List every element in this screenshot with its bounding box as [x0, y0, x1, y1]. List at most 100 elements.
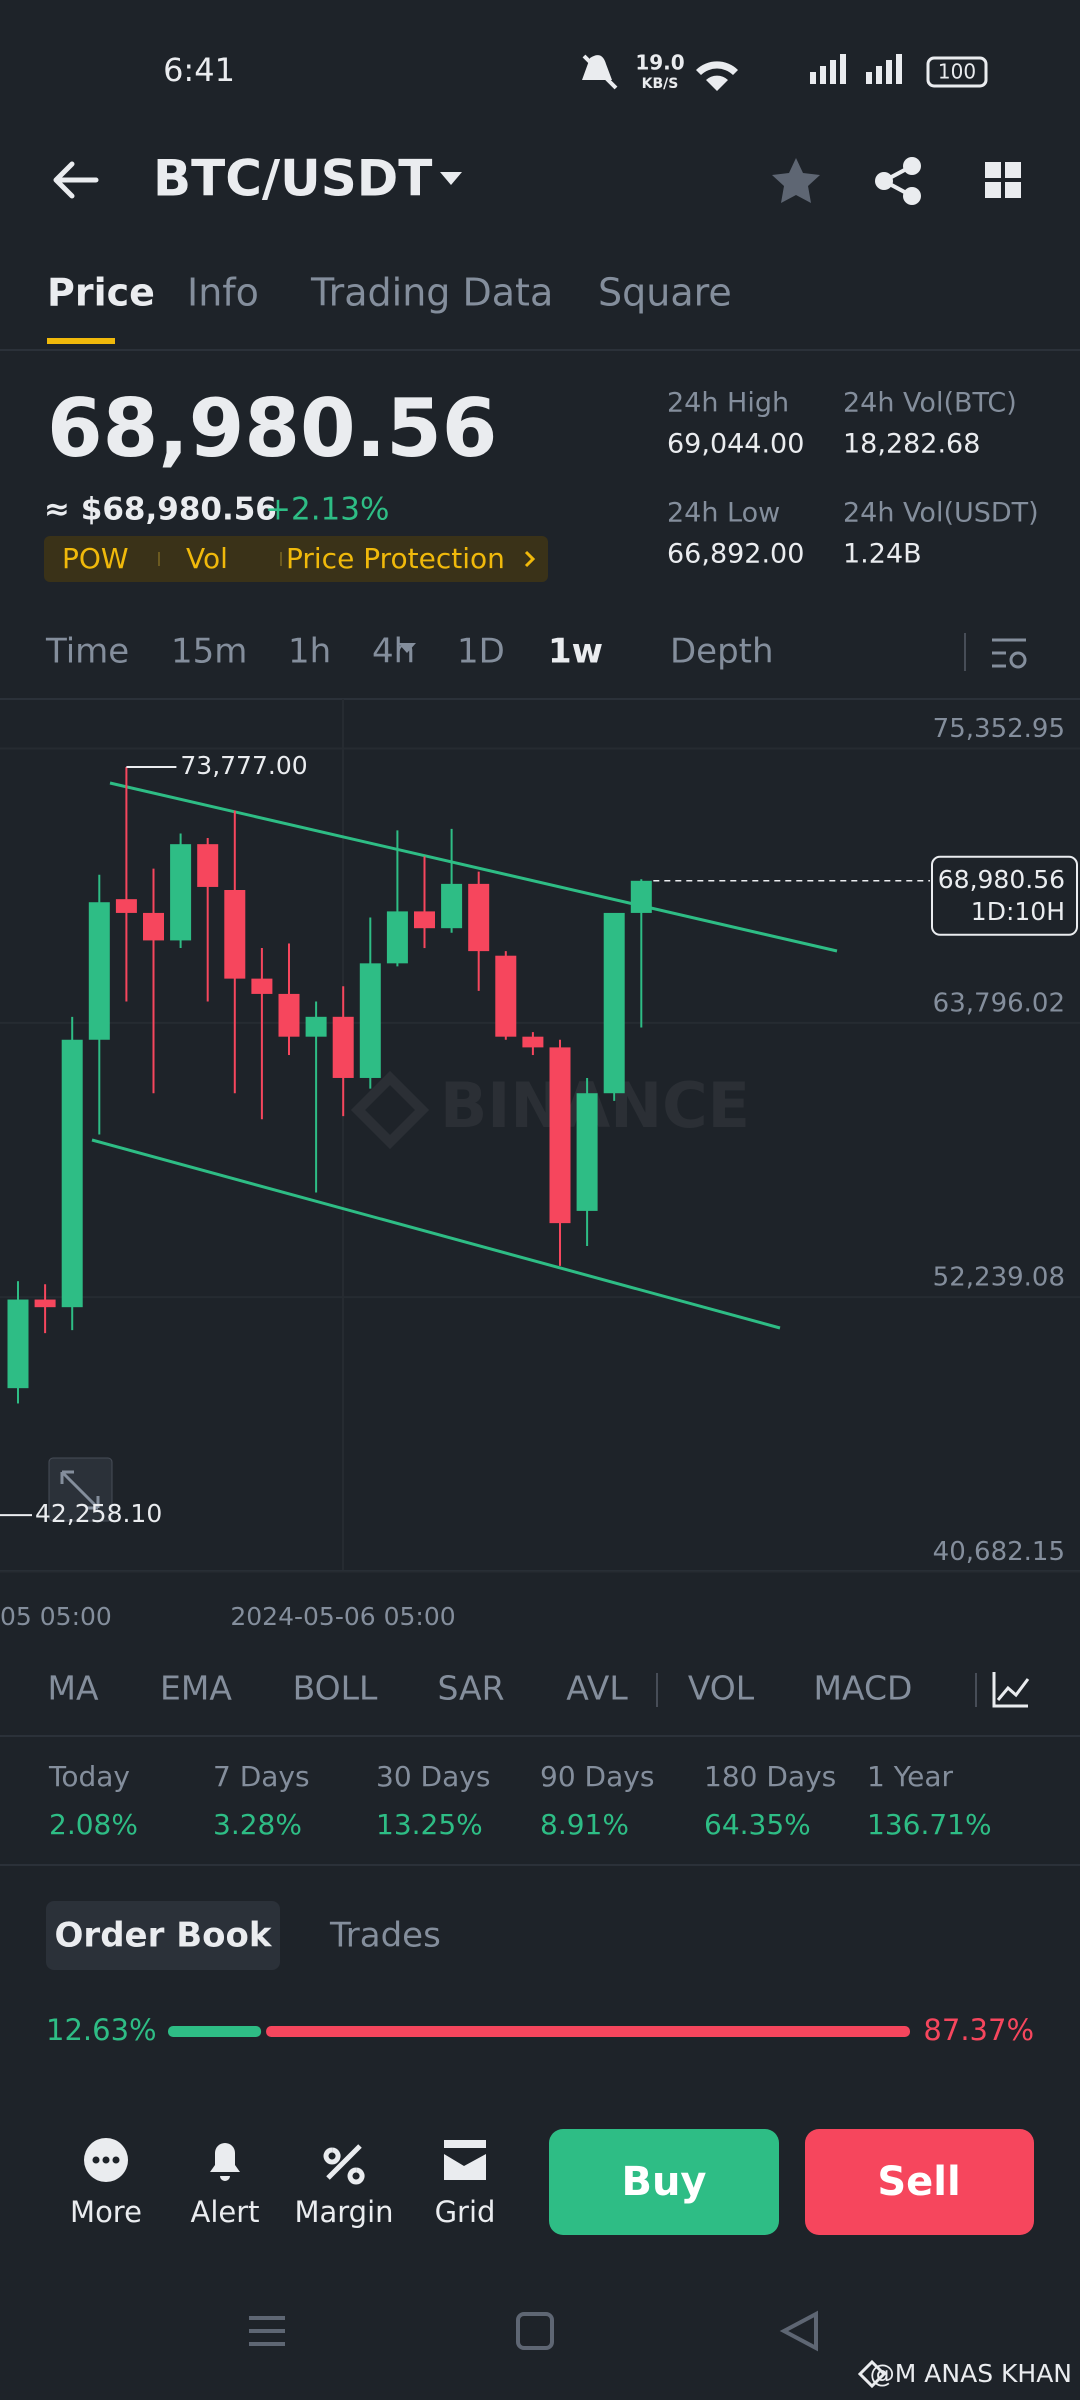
tag[interactable]: Vol	[186, 542, 228, 575]
tab-indicator	[47, 338, 115, 344]
tag[interactable]: Price Protection	[286, 542, 505, 575]
signal-bar	[830, 60, 836, 84]
candle-body	[143, 912, 164, 941]
chart-settings-button[interactable]	[992, 638, 1027, 669]
favorite-button[interactable]	[772, 158, 820, 203]
pair-dropdown[interactable]	[440, 172, 462, 185]
indicator[interactable]: MA	[47, 1669, 98, 1708]
candle-body	[278, 993, 300, 1037]
y-tick-label: 75,352.95	[933, 714, 1065, 744]
candle-body	[522, 1036, 544, 1048]
battery-level: 100	[938, 60, 976, 84]
nav-recent[interactable]	[249, 2316, 285, 2346]
stat-value: 18,282.68	[843, 429, 980, 460]
indicator[interactable]: VOL	[688, 1669, 755, 1708]
dot	[102, 2156, 110, 2164]
nav-bar	[249, 2310, 818, 2352]
wifi-icon	[696, 61, 738, 91]
trend-line	[109, 781, 838, 953]
share-button[interactable]	[875, 157, 921, 205]
toolbar-icons	[84, 2138, 486, 2185]
stat-value: 1.24B	[843, 539, 922, 570]
candle-body	[332, 1016, 354, 1078]
candle-body	[603, 912, 625, 1094]
x-tick-label: 2024-05-06 05:00	[230, 1602, 455, 1631]
interval[interactable]: 4h	[372, 632, 415, 672]
battery-frame	[926, 56, 988, 88]
sell-button[interactable]	[805, 2129, 1034, 2235]
tag-separator	[158, 552, 160, 566]
interval[interactable]: Time	[45, 632, 129, 672]
pair-title[interactable]: BTC/USDT	[153, 150, 432, 208]
menu-square	[1005, 162, 1021, 178]
divider	[0, 1735, 1080, 1737]
indicator[interactable]: MACD	[814, 1669, 913, 1708]
signal-bar	[876, 66, 882, 84]
tab[interactable]: Trading Data	[310, 271, 553, 315]
nav-back[interactable]	[779, 2310, 818, 2352]
interval[interactable]: 1h	[288, 632, 331, 672]
order-book-tab[interactable]: Order Book	[55, 1916, 273, 1956]
tag-chevron[interactable]	[524, 550, 536, 568]
tab[interactable]: Info	[187, 271, 259, 315]
sell-label[interactable]: Sell	[877, 2159, 960, 2205]
fiat-price: ≈ $68,980.56	[44, 492, 277, 528]
buy-label[interactable]: Buy	[621, 2159, 706, 2205]
last-price-box	[931, 855, 1078, 936]
separator	[656, 1673, 658, 1707]
low-marker-label: 42,258.10	[35, 1499, 162, 1528]
interval[interactable]: 1D	[457, 632, 505, 672]
period-change: 64.35%	[704, 1808, 811, 1841]
credit: @M ANAS KHAN	[870, 2359, 1072, 2388]
dot	[92, 2156, 100, 2164]
price-change: +2.13%	[265, 492, 389, 528]
settings-gear	[1009, 651, 1027, 669]
toolbar-label[interactable]: More	[70, 2195, 142, 2229]
indicator[interactable]: BOLL	[293, 1669, 378, 1708]
menu-square	[985, 162, 1001, 178]
candle-body	[34, 1299, 56, 1308]
toolbar-label[interactable]: Alert	[190, 2195, 259, 2229]
expand-arrows	[60, 1470, 100, 1510]
y-tick-label: 52,239.08	[933, 1263, 1065, 1293]
tab[interactable]: Price	[47, 271, 155, 315]
share-lines	[879, 164, 913, 198]
indicator[interactable]: EMA	[160, 1669, 232, 1708]
stat-value: 69,044.00	[667, 429, 804, 460]
toolbar-label[interactable]: Grid	[435, 2195, 496, 2229]
signal-bar	[810, 72, 816, 84]
period-label: 30 Days	[376, 1760, 490, 1793]
signal-bar	[896, 54, 902, 84]
indicator[interactable]: AVL	[566, 1669, 628, 1708]
interval[interactable]: 1w	[548, 632, 603, 672]
interval-dropdown[interactable]	[398, 643, 416, 653]
settings-lines	[992, 638, 1026, 668]
interval[interactable]: Depth	[670, 632, 774, 672]
candle-body	[251, 978, 273, 994]
back-button[interactable]	[53, 161, 99, 199]
candle-body	[7, 1299, 29, 1389]
period-label: Today	[48, 1760, 130, 1793]
grid-icon	[444, 2140, 486, 2180]
toolbar-label[interactable]: Margin	[294, 2195, 393, 2229]
indicator-settings-button[interactable]	[992, 1672, 1030, 1708]
high-marker-label: 73,777.00	[180, 751, 307, 780]
status-icons	[582, 54, 988, 91]
interval[interactable]: 15m	[171, 632, 247, 672]
last-price-label: 68,980.56	[938, 865, 1065, 894]
tag[interactable]: POW	[62, 542, 129, 575]
menu-button[interactable]	[985, 162, 1021, 198]
candle-body	[359, 963, 381, 1078]
y-tick-label: 63,796.02	[933, 988, 1065, 1018]
trades-tab[interactable]: Trades	[329, 1916, 441, 1956]
buy-button[interactable]	[549, 2129, 779, 2235]
mute-slash	[582, 54, 618, 90]
nav-home[interactable]	[516, 2312, 554, 2350]
candle-body	[441, 883, 463, 929]
indicator[interactable]: SAR	[437, 1669, 504, 1708]
tab[interactable]: Square	[598, 271, 732, 315]
more-dots	[92, 2156, 120, 2164]
ask-ratio: 87.37%	[923, 2013, 1034, 2047]
